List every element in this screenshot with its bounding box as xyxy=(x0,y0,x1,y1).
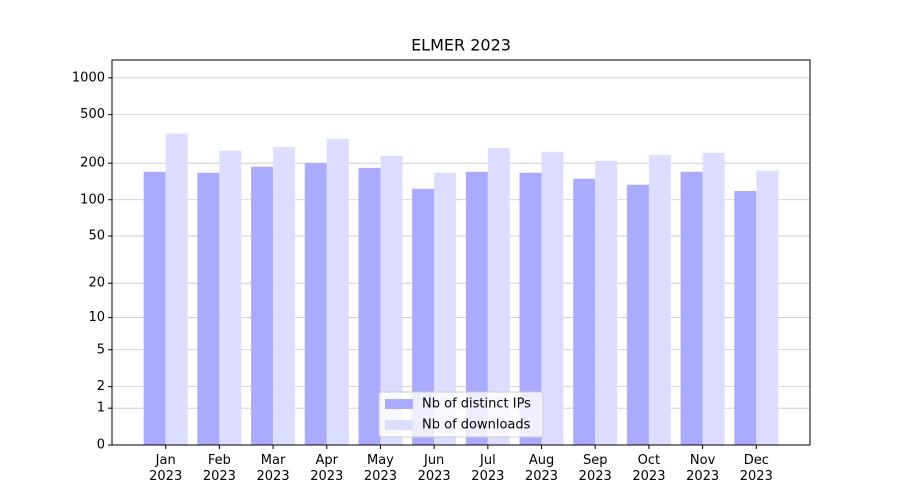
y-tick-label: 20 xyxy=(88,276,105,291)
legend-label: Nb of distinct IPs xyxy=(422,397,531,412)
x-tick-label: Oct 2023 xyxy=(632,453,666,484)
bar xyxy=(412,188,435,445)
bar xyxy=(595,160,618,445)
bar xyxy=(219,150,242,445)
bar xyxy=(626,184,649,445)
y-tick-label: 0 xyxy=(97,438,105,453)
y-tick-label: 10 xyxy=(88,310,105,325)
x-tick-label: Jun 2023 xyxy=(417,453,451,484)
bar xyxy=(358,167,381,445)
x-tick-label: May 2023 xyxy=(363,453,397,484)
legend-swatch xyxy=(385,399,413,409)
bar xyxy=(702,152,725,445)
bar xyxy=(519,172,542,445)
bar xyxy=(573,178,596,445)
bar xyxy=(197,172,220,445)
bar xyxy=(434,172,457,445)
bar xyxy=(273,146,296,445)
y-tick-label: 2 xyxy=(97,379,105,394)
axes-frame xyxy=(111,59,811,446)
bar xyxy=(541,151,564,445)
x-tick-label: Aug 2023 xyxy=(524,453,559,484)
bar xyxy=(734,191,757,445)
x-tick-label: Apr 2023 xyxy=(310,453,344,484)
x-tick-label: Jul 2023 xyxy=(471,453,505,484)
bar xyxy=(465,171,488,446)
y-tick-label: 50 xyxy=(88,229,105,244)
bar xyxy=(326,138,349,445)
y-tick-label: 100 xyxy=(80,192,105,207)
bar xyxy=(143,171,166,446)
x-tick-label: Feb 2023 xyxy=(202,453,236,484)
x-tick-label: Mar 2023 xyxy=(256,453,290,484)
bar xyxy=(251,166,274,445)
x-tick-label: Sep 2023 xyxy=(578,453,612,484)
bar xyxy=(487,147,510,445)
bar xyxy=(380,155,403,446)
x-tick-label: Nov 2023 xyxy=(686,453,720,484)
y-tick-label: 1 xyxy=(97,401,105,416)
x-tick-label: Jan 2023 xyxy=(149,453,183,484)
legend-label: Nb of downloads xyxy=(422,418,531,433)
bar xyxy=(648,154,671,445)
y-tick-label: 200 xyxy=(80,156,105,171)
bar xyxy=(680,171,703,446)
y-tick-label: 500 xyxy=(80,107,105,122)
chart-title: ELMER 2023 xyxy=(411,36,511,55)
y-tick-label: 5 xyxy=(97,342,105,357)
x-tick-label: Dec 2023 xyxy=(739,453,773,484)
y-tick-label: 1000 xyxy=(72,70,105,85)
bar xyxy=(165,133,188,445)
bar xyxy=(756,170,779,445)
bar xyxy=(304,162,327,445)
legend-swatch xyxy=(385,420,413,430)
legend-box xyxy=(378,391,544,438)
